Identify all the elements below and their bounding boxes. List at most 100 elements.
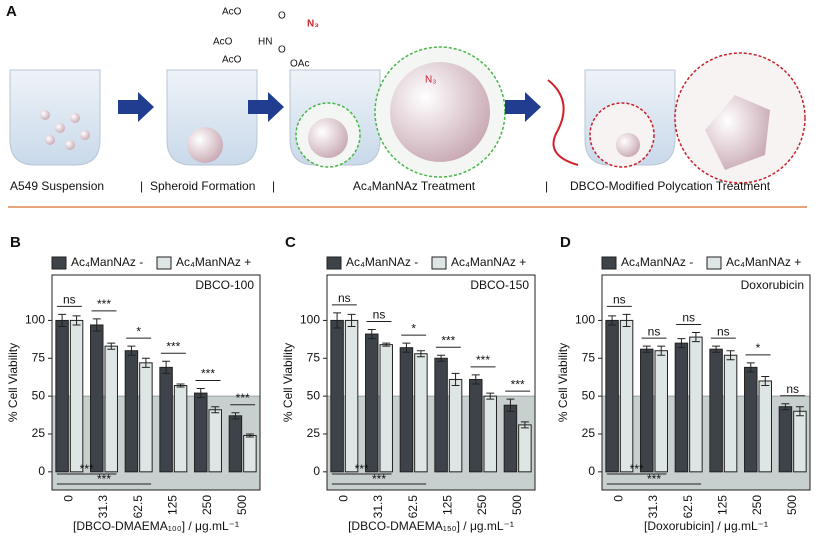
bar [469,378,483,473]
error-bar [642,345,651,353]
error-bar [520,421,529,429]
x-tick-label: 500 [510,495,524,515]
plot-frame [51,274,261,491]
x-tick-label: 125 [166,495,180,515]
error-bar [795,406,804,417]
x-tick-label: 500 [235,495,249,515]
y-tick-label: 50 [582,388,596,402]
annotation: DBCO-150 [470,278,529,292]
sig-label: *** [201,367,215,381]
sig-label: ns [373,308,386,322]
bar [228,415,243,473]
bottom-sig-label: *** [97,472,111,486]
chem-label: AcO [213,37,233,48]
bar [344,319,359,473]
sig-label: ns [338,291,351,305]
x-tick-label: 0 [337,495,351,502]
legend-label: Ac₄ManNAz - [621,255,693,269]
legend-label: Ac₄ManNAz + [176,255,251,269]
bar [518,424,532,473]
error-bar [72,315,81,326]
sig-label: ns [682,311,695,325]
error-bar [746,362,755,373]
separator: | [140,179,143,193]
bar [689,336,703,473]
bar [619,319,634,473]
error-bar [437,354,446,362]
bar [194,392,208,473]
bottom-sig-label: *** [630,462,644,476]
bar [365,333,379,473]
legend-label: Ac₄ManNAz + [726,255,801,269]
sig-label: * [411,321,416,335]
bar [124,350,139,473]
y-tick-label: 75 [307,350,321,364]
legend-swatch [431,256,447,270]
y-tick-label: 100 [25,313,45,327]
bar [654,350,668,473]
x-tick-label: 250 [200,495,214,515]
y-tick-label: 100 [300,313,320,327]
sig-label: * [756,341,761,355]
error-bar [211,406,220,414]
bar [605,319,619,473]
error-bar [127,345,136,356]
step-label: Spheroid Formation [150,179,255,193]
bar [758,380,772,473]
bottom-sig-label: *** [80,462,94,476]
error-bar [382,342,391,347]
sig-label: ns [717,324,730,338]
bar [503,404,518,473]
y-tick-label: 25 [32,426,46,440]
step-label: A549 Suspension [10,179,104,193]
bar [399,347,414,473]
bar [448,378,463,473]
error-bar [58,313,67,327]
error-bar [347,313,356,327]
error-bar [691,332,700,343]
error-bar [712,345,721,353]
bar [674,342,689,473]
azide-label: N₃ [425,75,436,86]
bar [793,410,807,473]
y-axis-label: % Cell Viability [281,343,295,422]
sig-label: *** [511,377,525,391]
separator: | [545,179,548,193]
panel-label: C [285,234,296,251]
error-bar [162,360,171,374]
chem-label: O [278,11,286,22]
step-label: Ac₄ManNAz Treatment [353,179,476,193]
x-tick-label: 250 [475,495,489,515]
legend-swatch [326,256,342,270]
bottom-sig-label: *** [647,472,661,486]
legend-label: Ac₄ManNAz - [71,255,143,269]
error-bar [231,412,240,420]
panel-label: D [560,234,571,251]
legend-swatch [156,256,172,270]
chem-label: N₃ [307,19,319,30]
annotation: DBCO-100 [195,278,254,292]
bar [330,319,344,473]
bar [208,409,222,473]
bar [104,345,118,473]
sig-label: *** [166,339,180,353]
bar [139,362,153,473]
bar [434,357,448,473]
error-bar [176,383,185,388]
y-tick-label: 25 [582,426,596,440]
error-bar [367,329,376,340]
legend-swatch [601,256,617,270]
sig-label: ns [786,382,799,396]
error-bar [245,433,254,438]
error-bar [416,350,425,358]
chem-label: OAc [290,59,309,70]
step-label: DBCO-Modified Polycation Treatment [570,179,771,193]
sig-label: * [136,324,141,338]
error-bar [471,374,480,385]
bar [90,324,104,473]
bar [723,354,738,473]
x-tick-label: 0 [62,495,76,502]
schematic [9,46,806,184]
error-bar [141,357,150,368]
error-bar [781,403,790,411]
